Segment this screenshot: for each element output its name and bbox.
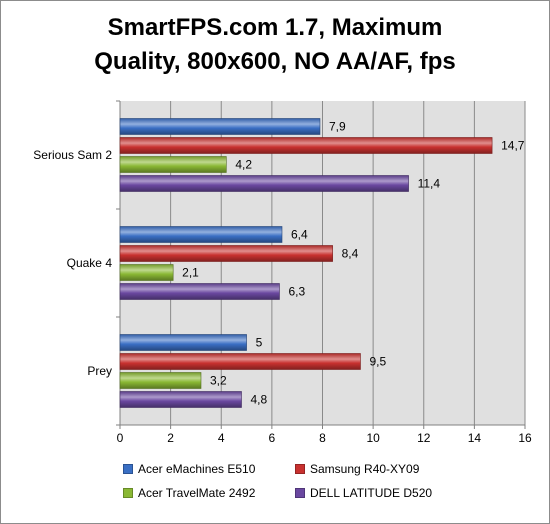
x-tick-label-14: 14 bbox=[468, 431, 482, 445]
category-label-1: Serious Sam 2 bbox=[33, 148, 112, 162]
bar-1-1 bbox=[119, 118, 321, 135]
bar-4-3 bbox=[119, 391, 242, 408]
category-label-3: Prey bbox=[87, 364, 112, 378]
data-label-2-2: 8,4 bbox=[342, 247, 359, 261]
data-label-3-1: 4,2 bbox=[235, 158, 252, 172]
bar-2-1 bbox=[119, 137, 493, 154]
legend-item-1: Acer eMachines E510 bbox=[123, 462, 255, 476]
data-label-2-1: 14,7 bbox=[501, 139, 525, 153]
bar-4-1 bbox=[119, 175, 409, 192]
x-tick-label-0: 0 bbox=[117, 431, 124, 445]
data-label-1-3: 5 bbox=[256, 336, 263, 350]
x-tick-label-4: 4 bbox=[218, 431, 225, 445]
bar-3-3 bbox=[119, 372, 202, 389]
data-label-4-3: 4,8 bbox=[251, 393, 268, 407]
data-label-3-2: 2,1 bbox=[182, 266, 199, 280]
data-label-4-2: 6,3 bbox=[288, 285, 305, 299]
legend-swatch-4 bbox=[295, 488, 305, 498]
legend-label-3: Acer TravelMate 2492 bbox=[138, 486, 256, 500]
x-tick-label-12: 12 bbox=[417, 431, 431, 445]
bar-2-2 bbox=[119, 245, 333, 262]
legend-swatch-3 bbox=[123, 488, 133, 498]
data-label-2-3: 9,5 bbox=[369, 355, 386, 369]
bar-4-2 bbox=[119, 283, 280, 300]
x-tick-label-8: 8 bbox=[319, 431, 326, 445]
data-label-1-2: 6,4 bbox=[291, 228, 308, 242]
x-tick-label-6: 6 bbox=[269, 431, 276, 445]
x-tick-label-2: 2 bbox=[167, 431, 174, 445]
category-label-2: Quake 4 bbox=[67, 256, 113, 270]
data-label-4-1: 11,4 bbox=[418, 177, 441, 191]
bar-1-2 bbox=[119, 226, 283, 243]
data-label-1-1: 7,9 bbox=[329, 120, 346, 134]
legend-item-2: Samsung R40-XY09 bbox=[295, 462, 419, 476]
legend-swatch-1 bbox=[123, 464, 133, 474]
legend-swatch-2 bbox=[295, 464, 305, 474]
data-label-3-3: 3,2 bbox=[210, 374, 227, 388]
legend-label-4: DELL LATITUDE D520 bbox=[310, 486, 433, 500]
bar-3-1 bbox=[119, 156, 227, 173]
chart-title: SmartFPS.com 1.7, Maximum Quality, 800x6… bbox=[1, 11, 549, 79]
bar-1-3 bbox=[119, 334, 247, 351]
chart-title-line1: SmartFPS.com 1.7, Maximum bbox=[107, 14, 443, 41]
chart-title-line2: Quality, 800x600, NO AA/AF, fps bbox=[94, 48, 456, 75]
bar-2-3 bbox=[119, 353, 361, 370]
x-tick-label-16: 16 bbox=[518, 431, 532, 445]
x-tick-label-10: 10 bbox=[366, 431, 380, 445]
legend-item-3: Acer TravelMate 2492 bbox=[123, 486, 255, 500]
legend-label-2: Samsung R40-XY09 bbox=[310, 462, 420, 476]
legend-item-4: DELL LATITUDE D520 bbox=[295, 486, 432, 500]
legend-label-1: Acer eMachines E510 bbox=[138, 462, 256, 476]
bar-3-2 bbox=[119, 264, 174, 281]
